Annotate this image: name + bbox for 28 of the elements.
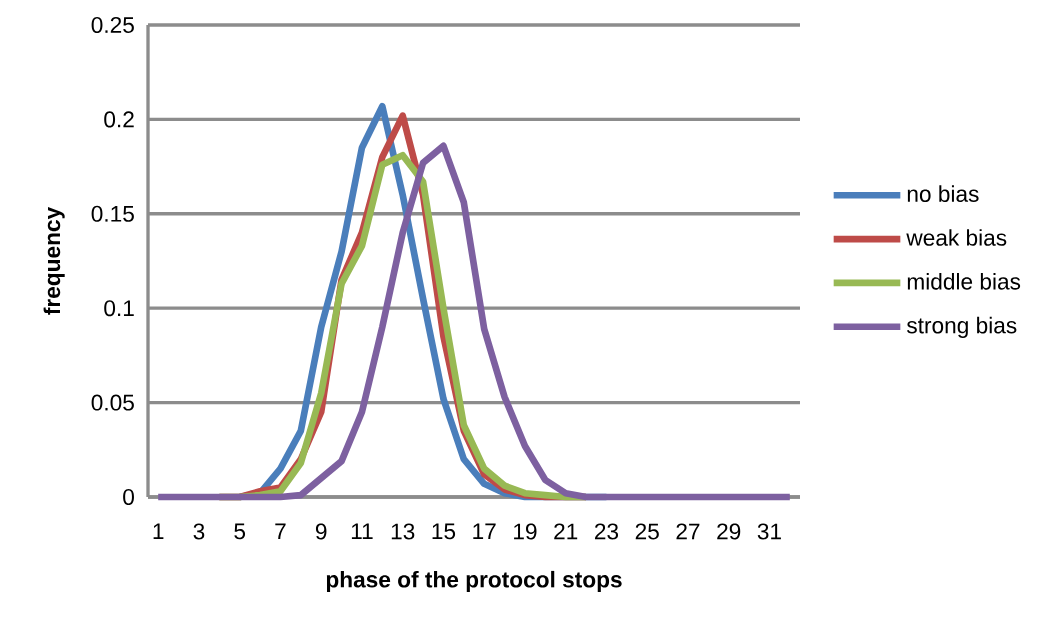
legend-label: strong bias bbox=[906, 316, 1017, 338]
x-tick-label: 9 bbox=[315, 523, 327, 540]
x-tick-label: 3 bbox=[193, 523, 205, 540]
y-tick-label: 0.25 bbox=[91, 16, 134, 34]
x-tick-label: 1 bbox=[153, 523, 164, 540]
y-tick-label: 0.2 bbox=[104, 111, 134, 128]
y-tick-label: 0.1 bbox=[104, 300, 134, 317]
x-tick-label: 23 bbox=[594, 523, 619, 540]
legend-label: no bias bbox=[907, 185, 979, 202]
x-tick-label: 13 bbox=[391, 523, 415, 540]
y-tick-label: 0.15 bbox=[91, 205, 134, 222]
y-tick-label: 0.05 bbox=[91, 394, 134, 411]
x-tick-label: 27 bbox=[676, 523, 700, 540]
x-tick-label: 15 bbox=[432, 523, 456, 540]
x-tick-label: 19 bbox=[514, 523, 537, 540]
x-tick-label: 5 bbox=[234, 523, 246, 540]
x-tick-label: 25 bbox=[635, 523, 659, 540]
legend-label: weak bias bbox=[906, 229, 1007, 246]
x-axis-title: phase of the protocol stops bbox=[326, 570, 622, 593]
x-tick-label: 21 bbox=[554, 523, 578, 540]
x-tick-label: 17 bbox=[473, 523, 496, 540]
legend-label: middle bias bbox=[907, 273, 1021, 290]
x-tick-label: 31 bbox=[757, 523, 781, 540]
x-tick-label: 7 bbox=[275, 523, 286, 540]
x-tick-label: 11 bbox=[351, 523, 373, 540]
x-tick-label: 29 bbox=[717, 523, 741, 540]
y-tick-label: 0 bbox=[123, 488, 134, 506]
y-axis-title: frequency bbox=[43, 206, 65, 315]
